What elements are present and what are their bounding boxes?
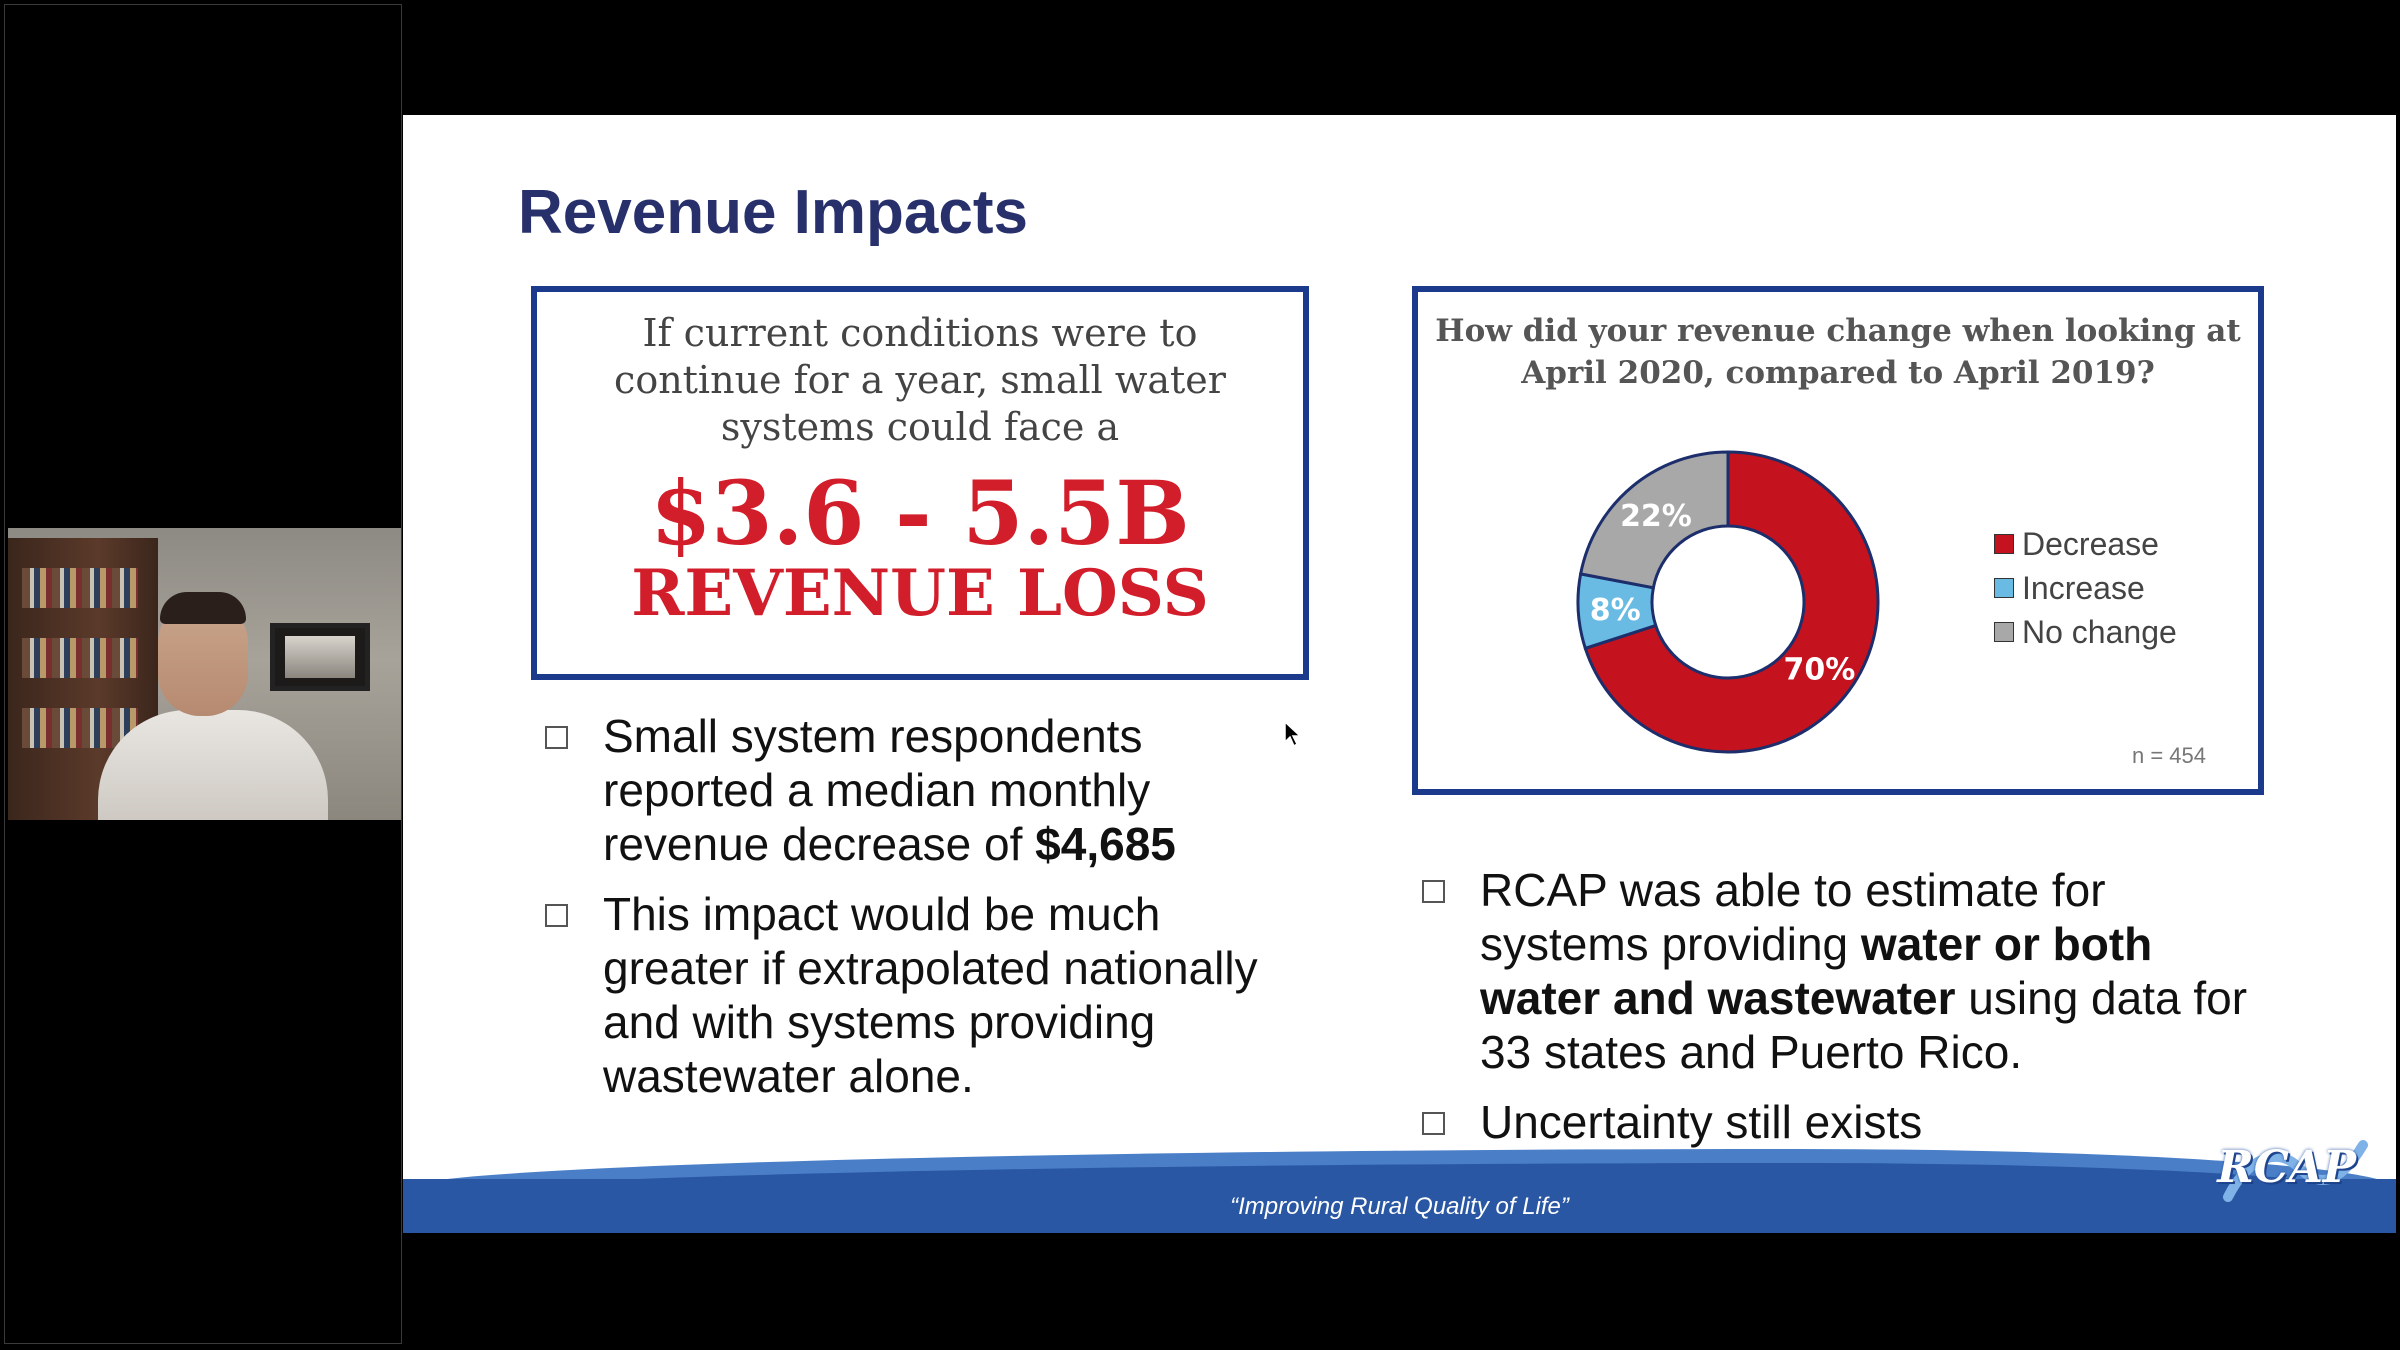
mouse-cursor-icon: [1284, 720, 1302, 748]
donut-chart: 70% 8% 22%: [1576, 450, 1880, 754]
bullet-text-bold: $4,685: [1035, 818, 1176, 870]
chart-title: How did your revenue change when looking…: [1435, 313, 2241, 391]
footer-tagline: “Improving Rural Quality of Life”: [1230, 1193, 1569, 1220]
right-bullet-list: RCAP was able to estimate for systems pr…: [1408, 863, 2268, 1165]
callout-amount: $3.6 - 5.5B: [650, 461, 1190, 565]
legend-label: No change: [2022, 613, 2177, 650]
wall-picture: [270, 623, 370, 691]
callout-loss-label: REVENUE LOSS: [631, 556, 1209, 631]
donut-slice-no-change: [1578, 450, 1730, 590]
chart-legend: Decrease Increase No change: [1994, 522, 2177, 654]
callout-lead: If current conditions were to continue f…: [614, 311, 1226, 449]
shelf-books: [22, 568, 138, 608]
legend-item: No change: [1994, 610, 2177, 654]
bullet-text-before: Small system respondents reported a medi…: [603, 710, 1151, 870]
bullet-item: RCAP was able to estimate for systems pr…: [1408, 863, 2268, 1079]
bookshelf: [8, 538, 158, 820]
legend-item: Increase: [1994, 566, 2177, 610]
bullet-text-before: This impact would be much greater if ext…: [603, 888, 1258, 1102]
square-bullet-icon: [545, 726, 568, 749]
shelf-books: [22, 638, 138, 678]
revenue-change-chart-box: How did your revenue change when looking…: [1412, 286, 2264, 795]
presenter-hair: [160, 592, 246, 624]
donut-slice-decrease: [1583, 450, 1880, 754]
donut-data-label: 70%: [1784, 652, 1856, 687]
legend-label: Increase: [2022, 569, 2145, 606]
rcap-logo-mark: [2223, 1140, 2368, 1202]
slide-title: Revenue Impacts: [518, 178, 1028, 247]
slide-footer: [403, 1179, 2396, 1233]
legend-swatch: [1994, 622, 2014, 642]
participant-video[interactable]: [8, 528, 401, 820]
square-bullet-icon: [545, 904, 568, 927]
legend-label: Decrease: [2022, 525, 2159, 562]
legend-swatch: [1994, 534, 2014, 554]
revenue-loss-callout: If current conditions were to continue f…: [531, 286, 1309, 680]
left-bullet-list: Small system respondents reported a medi…: [531, 709, 1311, 1119]
legend-item: Decrease: [1994, 522, 2177, 566]
sample-size-note: n = 454: [2131, 743, 2206, 768]
presentation-slide: Revenue Impacts If current conditions we…: [403, 115, 2396, 1233]
square-bullet-icon: [1422, 880, 1445, 903]
bullet-text-before: Uncertainty still exists: [1480, 1096, 1923, 1148]
bullet-text-bold: water or both water and wastewater: [1480, 918, 2153, 1024]
bullet-text-before: RCAP was able to estimate for systems pr…: [1480, 864, 2106, 970]
rcap-logo-text: RCAP: [2217, 1142, 2356, 1193]
bullet-text-after: using data for 33 states and Puerto Rico…: [1480, 972, 2248, 1078]
donut-data-label: 8%: [1590, 593, 1641, 628]
square-bullet-icon: [1422, 1112, 1445, 1135]
bullet-item: Uncertainty still exists: [1408, 1095, 2268, 1149]
bullet-item: This impact would be much greater if ext…: [531, 887, 1311, 1103]
presenter-body: [98, 710, 328, 820]
legend-swatch: [1994, 578, 2014, 598]
bullet-item: Small system respondents reported a medi…: [531, 709, 1311, 871]
donut-data-label: 22%: [1620, 499, 1692, 534]
